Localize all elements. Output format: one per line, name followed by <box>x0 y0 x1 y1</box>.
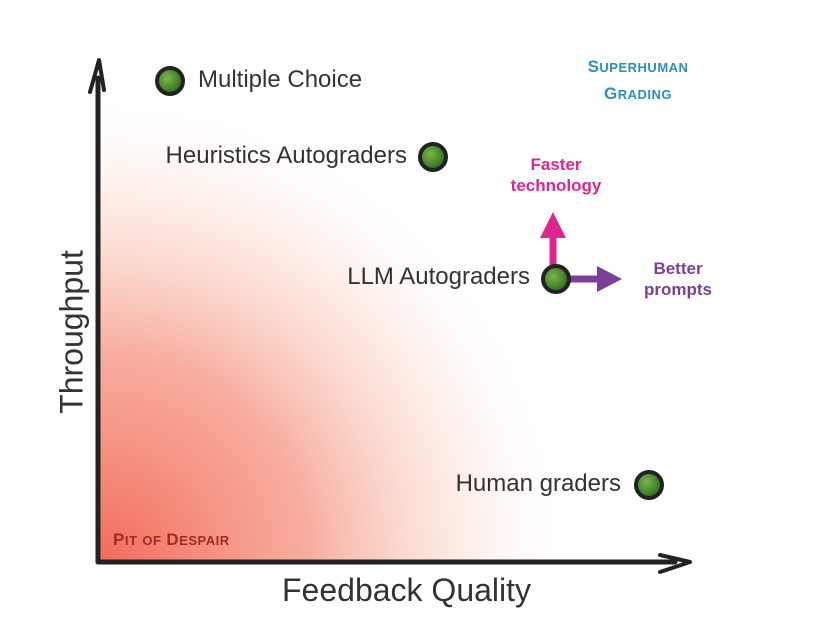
superhuman-grading-label: SUPERHUMAN GRADING <box>587 57 689 103</box>
pit-of-despair-label: PIT OF DESPAIR <box>113 530 230 549</box>
point-multiple-choice <box>155 66 185 96</box>
point-heuristics <box>418 142 448 172</box>
label-human: Human graders <box>455 470 621 497</box>
better-prompts-label: Better prompts <box>644 259 712 299</box>
point-human <box>634 470 664 500</box>
label-llm: LLM Autograders <box>347 263 530 290</box>
x-axis-title: Feedback Quality <box>282 572 532 608</box>
faster-technology-label: Faster technology <box>510 155 602 195</box>
label-heuristics: Heuristics Autograders <box>165 142 407 169</box>
faster-arrow-head <box>540 212 566 238</box>
label-multiple-choice: Multiple Choice <box>198 66 363 93</box>
x-axis-arrowhead <box>658 553 692 574</box>
better-arrow-head <box>597 266 622 292</box>
point-llm <box>541 264 571 294</box>
y-axis-title: Throughput <box>53 250 90 414</box>
pit-gradient <box>98 90 578 562</box>
y-axis-arrowhead <box>88 58 106 94</box>
